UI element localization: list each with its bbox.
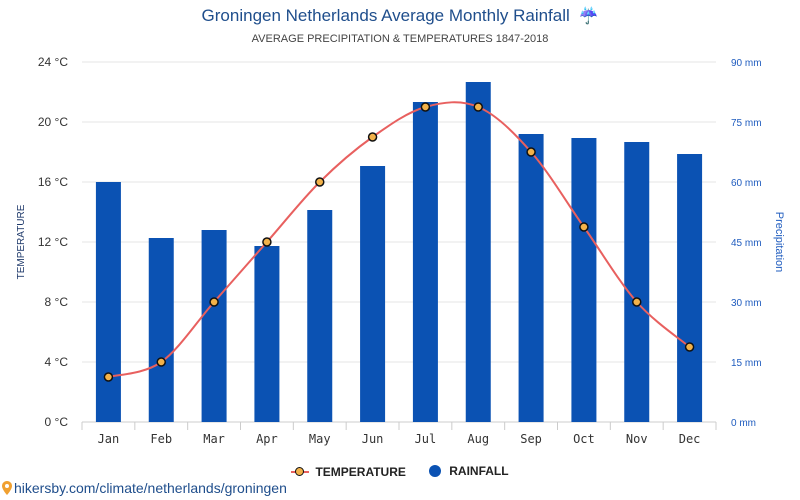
temperature-line: [108, 101, 691, 378]
y-tick-label-left: 0 °C: [45, 415, 69, 429]
y-tick-label-left: 24 °C: [38, 55, 68, 69]
rainfall-bar: [518, 134, 544, 422]
temperature-point: [526, 147, 536, 157]
temperature-point: [315, 177, 325, 187]
temperature-point: [367, 132, 378, 142]
rainfall-bar: [360, 166, 386, 422]
y-tick-label-right: 60 mm: [731, 178, 762, 189]
temperature-legend-icon: [291, 467, 310, 477]
x-tick-label: Nov: [626, 432, 648, 446]
rainfall-bar: [465, 82, 491, 422]
temperature-point: [684, 342, 695, 352]
x-tick-label: Aug: [467, 432, 489, 446]
legend-item-rainfall[interactable]: RAINFALL: [429, 464, 509, 478]
temperature-point: [156, 357, 166, 367]
x-tick-label: Dec: [679, 432, 701, 446]
temperature-point: [579, 222, 589, 232]
y-tick-label-right: 0 mm: [731, 418, 756, 429]
temperature-point: [262, 237, 272, 247]
x-tick-label: Sep: [520, 432, 542, 446]
chart-title-row: Groningen Netherlands Average Monthly Ra…: [0, 6, 800, 26]
temperature-point: [473, 102, 483, 112]
temperature-point: [632, 297, 642, 307]
rainfall-bar: [254, 246, 280, 422]
y-tick-label-right: 30 mm: [731, 298, 762, 309]
rainfall-bar: [412, 102, 438, 422]
y-tick-label-left: 12 °C: [38, 235, 68, 249]
y-axis-title-right: Precipitation: [773, 212, 785, 273]
x-tick-label: Apr: [256, 432, 278, 446]
x-tick-label: Oct: [573, 432, 595, 446]
temperature-point: [103, 372, 114, 382]
x-tick-label: May: [309, 432, 331, 446]
y-tick-label-right: 75 mm: [731, 118, 762, 129]
rainfall-bar: [148, 238, 174, 422]
rainfall-bar: [624, 142, 650, 422]
temperature-point: [420, 102, 431, 112]
rainfall-legend-icon: [429, 465, 442, 477]
rainfall-bar: [95, 182, 121, 422]
legend-item-temperature[interactable]: TEMPERATURE: [291, 465, 406, 479]
y-tick-label-right: 45 mm: [731, 238, 762, 249]
y-tick-label-left: 16 °C: [38, 175, 68, 189]
rainfall-bar: [307, 210, 333, 422]
temperature-point: [209, 297, 219, 307]
legend-label-rainfall: RAINFALL: [449, 464, 509, 478]
x-tick-label: Jan: [98, 432, 120, 446]
source-footer[interactable]: hikersby.com/climate/netherlands/groning…: [2, 480, 287, 496]
legend: TEMPERATURE RAINFALL: [0, 464, 800, 480]
y-tick-label-left: 8 °C: [45, 295, 69, 309]
x-tick-label: Jun: [362, 432, 384, 446]
source-link[interactable]: hikersby.com/climate/netherlands/groning…: [14, 480, 287, 496]
x-tick-label: Jul: [415, 432, 437, 446]
rainfall-bar: [201, 230, 227, 422]
chart-title: Groningen Netherlands Average Monthly Ra…: [201, 6, 570, 25]
legend-label-temperature: TEMPERATURE: [315, 465, 406, 479]
x-tick-label: Feb: [150, 432, 172, 446]
rainfall-bar: [677, 154, 703, 422]
y-tick-label-right: 90 mm: [731, 58, 762, 69]
umbrella-icon: ☔: [578, 8, 599, 25]
map-pin-icon: [2, 481, 12, 495]
y-axis-title-left: TEMPERATURE: [16, 204, 27, 279]
y-tick-label-right: 15 mm: [731, 358, 762, 369]
x-tick-label: Mar: [203, 432, 225, 446]
y-tick-label-left: 20 °C: [38, 115, 68, 129]
chart-header: Groningen Netherlands Average Monthly Ra…: [0, 6, 800, 45]
y-tick-label-left: 4 °C: [45, 355, 69, 369]
chart-subtitle: AVERAGE PRECIPITATION & TEMPERATURES 184…: [251, 33, 549, 45]
rainfall-bar: [571, 138, 597, 422]
